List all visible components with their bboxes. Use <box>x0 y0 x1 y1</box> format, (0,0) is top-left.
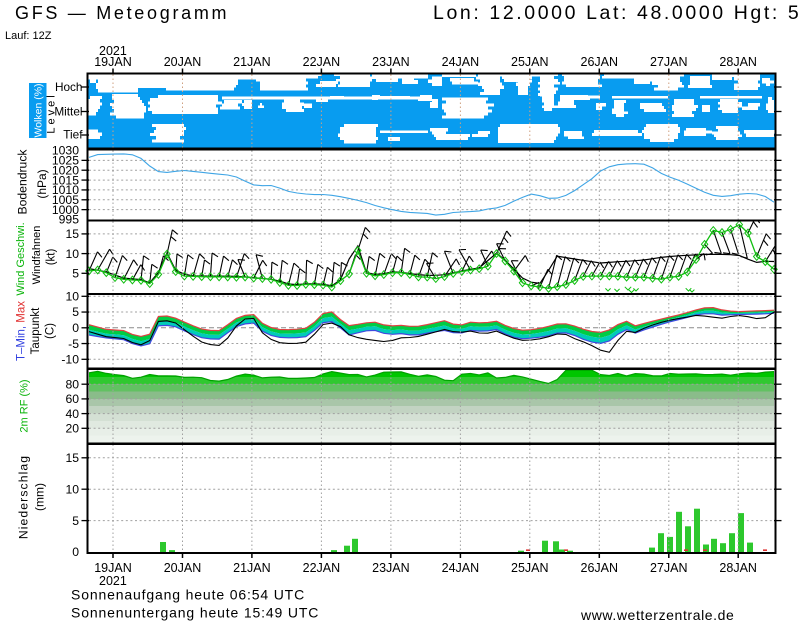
svg-text:GFS — Meteogramm: GFS — Meteogramm <box>15 3 229 23</box>
svg-text:Sonnenaufgang heute 06:54 UTC: Sonnenaufgang heute 06:54 UTC <box>71 587 305 603</box>
svg-text:www.wetterzentrale.de: www.wetterzentrale.de <box>580 607 734 623</box>
svg-text:(C): (C) <box>45 323 57 339</box>
svg-text:80: 80 <box>65 377 79 391</box>
svg-text:Hoch: Hoch <box>55 80 83 94</box>
svg-text:20JAN: 20JAN <box>164 561 202 575</box>
svg-text:19JAN: 19JAN <box>94 55 132 69</box>
svg-text:20JAN: 20JAN <box>164 55 202 69</box>
svg-text:23JAN: 23JAN <box>372 55 410 69</box>
svg-text:27JAN: 27JAN <box>650 55 688 69</box>
svg-text:0: 0 <box>72 545 79 559</box>
svg-text:Wolken (%): Wolken (%) <box>33 83 45 137</box>
svg-text:Taupunkt: Taupunkt <box>30 307 42 354</box>
svg-text:(kt): (kt) <box>46 249 58 266</box>
svg-text:21JAN: 21JAN <box>233 55 271 69</box>
svg-text:10: 10 <box>65 290 79 304</box>
svg-text:Level: Level <box>46 92 58 133</box>
svg-text:20: 20 <box>65 422 79 436</box>
svg-text:Windfahnen: Windfahnen <box>31 226 43 285</box>
svg-text:24JAN: 24JAN <box>442 561 480 575</box>
svg-text:(mm): (mm) <box>33 483 47 511</box>
svg-text:60: 60 <box>65 392 79 406</box>
svg-text:Bodendruck: Bodendruck <box>16 149 30 215</box>
svg-text:995: 995 <box>59 213 80 227</box>
svg-text:26JAN: 26JAN <box>581 55 619 69</box>
svg-text:-5: -5 <box>68 337 79 351</box>
svg-text:10: 10 <box>65 247 79 261</box>
svg-text:22JAN: 22JAN <box>303 561 341 575</box>
svg-text:23JAN: 23JAN <box>372 561 410 575</box>
svg-text:25JAN: 25JAN <box>511 561 549 575</box>
svg-text:Wind Geschwi.: Wind Geschwi. <box>15 222 27 295</box>
svg-text:40: 40 <box>65 407 79 421</box>
svg-text:28JAN: 28JAN <box>719 561 757 575</box>
svg-text:24JAN: 24JAN <box>442 55 480 69</box>
svg-text:10: 10 <box>65 482 79 496</box>
svg-text:Tief: Tief <box>63 128 83 142</box>
svg-text:28JAN: 28JAN <box>719 55 757 69</box>
svg-text:25JAN: 25JAN <box>511 55 549 69</box>
svg-text:T–Min, Max: T–Min, Max <box>16 301 28 361</box>
svg-text:22JAN: 22JAN <box>303 55 341 69</box>
svg-text:Niederschlag: Niederschlag <box>17 455 31 539</box>
svg-text:21JAN: 21JAN <box>233 561 271 575</box>
svg-text:Mittel: Mittel <box>54 105 82 119</box>
svg-text:Sonnenuntergang heute 15:49 UT: Sonnenuntergang heute 15:49 UTC <box>71 605 319 621</box>
svg-text:0: 0 <box>72 321 79 335</box>
svg-text:5: 5 <box>72 267 79 281</box>
svg-text:19JAN: 19JAN <box>94 561 132 575</box>
svg-text:26JAN: 26JAN <box>581 561 619 575</box>
svg-text:15: 15 <box>65 227 79 241</box>
svg-text:2m RF (%): 2m RF (%) <box>19 379 31 432</box>
svg-text:15: 15 <box>65 451 79 465</box>
svg-text:(hPa): (hPa) <box>35 169 49 198</box>
svg-text:Lauf: 12Z: Lauf: 12Z <box>5 30 52 42</box>
svg-text:-10: -10 <box>61 353 79 367</box>
svg-text:Lon: 12.0000 Lat: 48.0000 Hgt:: Lon: 12.0000 Lat: 48.0000 Hgt: 5 <box>433 2 800 24</box>
svg-text:5: 5 <box>72 305 79 319</box>
svg-text:5: 5 <box>72 514 79 528</box>
svg-text:27JAN: 27JAN <box>650 561 688 575</box>
